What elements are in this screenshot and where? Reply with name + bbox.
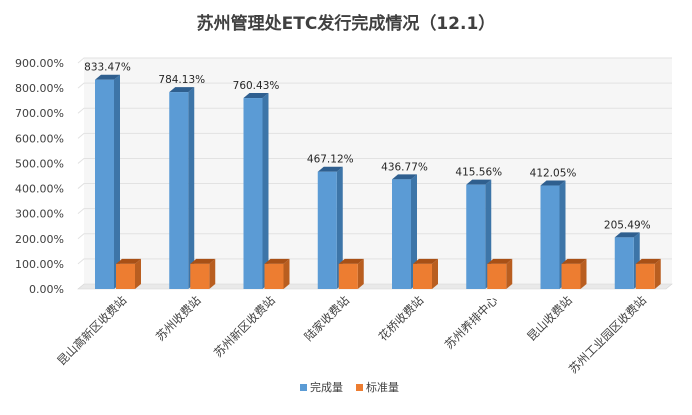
bar-standard-side	[654, 258, 661, 289]
bar-completed-top	[614, 232, 640, 238]
legend-swatch-standard	[356, 384, 363, 391]
bar-standard-top	[413, 258, 438, 264]
legend-label-standard: 标准量	[366, 380, 399, 394]
bar-standard-top	[561, 258, 587, 264]
bar-standard-side	[283, 258, 290, 289]
bar-completed	[540, 185, 560, 289]
gridline	[77, 82, 672, 89]
gridline	[77, 57, 672, 64]
chart-title: 苏州管理处ETC发行完成情况（12.1）	[197, 13, 496, 34]
data-label: 833.47%	[84, 62, 131, 74]
bar-standard-top	[264, 258, 290, 264]
bar-standard-top	[338, 258, 364, 264]
bar-standard-top	[190, 258, 216, 264]
bar-completed	[95, 79, 114, 289]
bar-completed	[614, 237, 634, 289]
y-tick-label: 0.00%	[29, 283, 64, 296]
bar-completed	[243, 98, 263, 289]
y-tick-label: 100.00%	[15, 258, 64, 271]
bar-standard-side	[506, 258, 513, 289]
bar-completed-top	[169, 87, 195, 93]
bar-completed-side	[262, 93, 269, 289]
bar-completed-top	[95, 74, 120, 80]
y-tick-label: 400.00%	[15, 183, 64, 196]
data-label: 436.77%	[381, 161, 428, 173]
bar-completed-side	[188, 87, 195, 289]
bar-standard-side	[357, 258, 364, 289]
y-tick-label: 200.00%	[15, 233, 64, 246]
bar-completed-top	[317, 166, 343, 172]
gridline	[77, 132, 672, 139]
data-label: 415.56%	[455, 167, 502, 179]
y-tick-label: 900.00%	[15, 57, 64, 70]
y-tick-label: 800.00%	[15, 82, 64, 95]
bar-completed-side	[114, 74, 120, 289]
bar-completed-side	[336, 166, 343, 289]
bar-completed-side	[485, 179, 492, 289]
bar-completed	[392, 179, 411, 289]
data-label: 412.05%	[530, 168, 577, 180]
bar-standard	[487, 263, 507, 289]
bar-completed	[466, 184, 486, 289]
gridline	[77, 157, 672, 164]
y-tick-label: 500.00%	[15, 157, 64, 170]
y-tick-label: 600.00%	[15, 132, 64, 145]
bar-standard-side	[135, 258, 141, 289]
bar-standard	[190, 263, 210, 289]
bar-standard-top	[635, 258, 661, 264]
bar-standard-side	[209, 258, 216, 289]
y-tick-label: 700.00%	[15, 107, 64, 120]
bar-completed	[317, 171, 337, 289]
data-label: 205.49%	[604, 219, 651, 231]
bar-standard-top	[116, 258, 141, 264]
data-label: 760.43%	[233, 80, 280, 92]
data-label: 467.12%	[307, 154, 354, 166]
bar-completed-side	[411, 174, 417, 289]
data-label: 784.13%	[158, 74, 205, 86]
bar-standard-top	[487, 258, 513, 264]
bar-standard-side	[580, 258, 587, 289]
y-tick-label: 300.00%	[15, 208, 64, 221]
bar-standard	[635, 263, 655, 289]
gridline	[77, 107, 672, 114]
bar-completed-top	[466, 179, 492, 185]
bar-standard	[264, 263, 284, 289]
bar-completed	[169, 92, 189, 289]
bar-standard	[116, 263, 135, 289]
bar-standard	[561, 263, 581, 289]
bar-standard	[413, 263, 432, 289]
bar-standard	[338, 263, 358, 289]
legend: 完成量 标准量	[300, 380, 399, 394]
bar-completed-top	[243, 93, 269, 99]
bar-completed-top	[540, 180, 566, 186]
legend-label-completed: 完成量	[310, 380, 343, 394]
bar-completed-top	[392, 174, 417, 180]
legend-swatch-completed	[300, 384, 307, 391]
bar-standard-side	[432, 258, 438, 289]
